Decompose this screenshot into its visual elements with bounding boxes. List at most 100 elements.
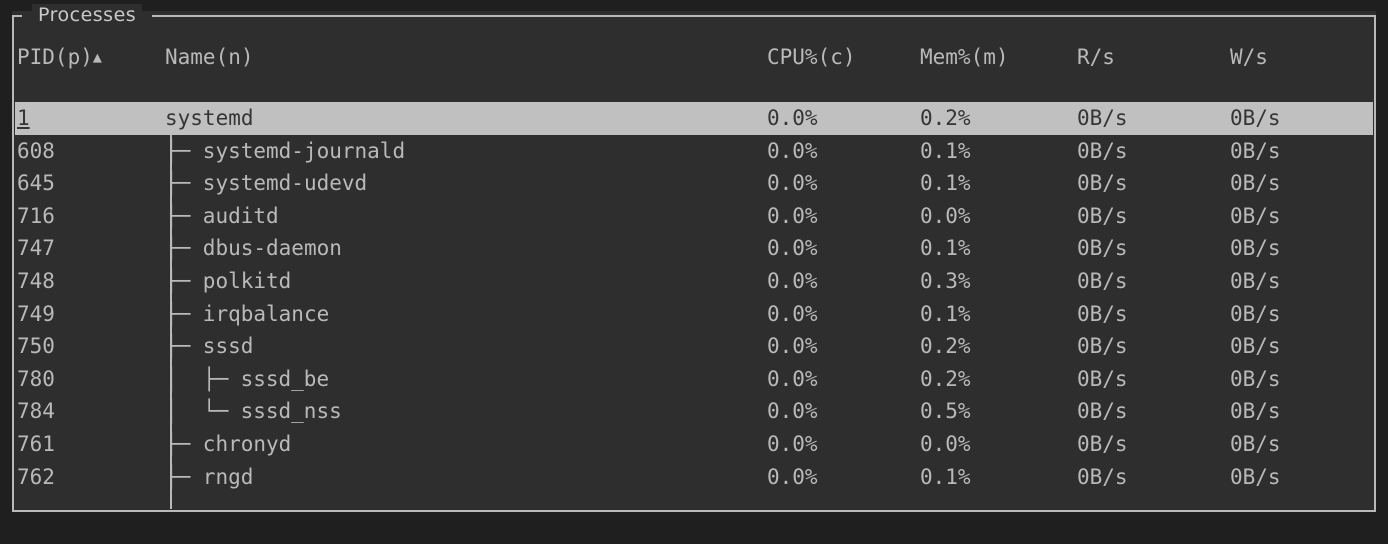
process-mem-percent: 0.2%: [920, 366, 971, 391]
process-mem-percent: 0.1%: [920, 138, 971, 163]
panel-border-right: [1374, 15, 1376, 512]
process-pid: 747: [17, 236, 55, 261]
panel-border-left: [12, 15, 14, 512]
process-mem-percent: 0.1%: [920, 301, 971, 326]
process-cpu-percent: 0.0%: [767, 138, 818, 163]
sort-ascending-icon[interactable]: ▲: [92, 48, 102, 66]
column-header-pid-label: PID(p): [17, 45, 93, 69]
tree-branch-icon: ├─: [165, 268, 203, 293]
process-row[interactable]: 748 ├─ polkitd 0.0% 0.3% 0B/s 0B/s: [15, 265, 1373, 298]
process-pid: 645: [17, 171, 55, 196]
process-name: sssd_nss: [240, 399, 342, 424]
process-write-rate: 0B/s: [1230, 138, 1281, 163]
process-cpu-percent: 0.0%: [767, 301, 818, 326]
process-write-rate: 0B/s: [1230, 268, 1281, 293]
process-row[interactable]: 747 ├─ dbus-daemon 0.0% 0.1% 0B/s 0B/s: [15, 232, 1373, 265]
column-header-pid[interactable]: PID(p)▲: [17, 41, 102, 73]
process-row[interactable]: 784 │ └─ sssd_nss 0.0% 0.5% 0B/s 0B/s: [15, 395, 1373, 428]
column-header-row: PID(p)▲ Name(n) CPU%(c) Mem%(m) R/s W/s: [15, 41, 1373, 73]
process-pid: 748: [17, 268, 55, 293]
process-write-rate: 0B/s: [1230, 431, 1281, 456]
process-name: sssd: [202, 334, 254, 359]
process-mem-percent: 0.2%: [920, 334, 971, 359]
process-read-rate: 0B/s: [1077, 171, 1128, 196]
process-pid: 1: [17, 106, 30, 130]
process-mem-percent: 0.1%: [920, 171, 971, 196]
tree-branch-icon: ├─: [165, 138, 203, 163]
process-row[interactable]: 608 ├─ systemd-journald 0.0% 0.1% 0B/s 0B/s: [15, 135, 1373, 168]
process-write-rate: 0B/s: [1230, 171, 1281, 196]
column-header-name[interactable]: Name(n): [165, 45, 254, 69]
process-pid: 762: [17, 464, 55, 489]
process-write-rate: 0B/s: [1230, 301, 1281, 326]
process-name: systemd-journald: [202, 138, 406, 163]
process-read-rate: 0B/s: [1077, 366, 1128, 391]
tree-branch-icon: ├─: [165, 171, 203, 196]
process-write-rate: 0B/s: [1230, 464, 1281, 489]
process-row[interactable]: 749 ├─ irqbalance 0.0% 0.1% 0B/s 0B/s: [15, 298, 1373, 331]
process-mem-percent: 0.3%: [920, 268, 971, 293]
column-header-write[interactable]: W/s: [1230, 45, 1268, 69]
tree-branch-icon: ├─: [165, 301, 203, 326]
process-row[interactable]: 645 ├─ systemd-udevd 0.0% 0.1% 0B/s 0B/s: [15, 167, 1373, 200]
tree-branch-icon: ├─: [165, 203, 203, 228]
process-read-rate: 0B/s: [1077, 268, 1128, 293]
panel-border-top-left-stub: [12, 15, 22, 17]
process-mem-percent: 0.5%: [920, 399, 971, 424]
process-write-rate: 0B/s: [1230, 334, 1281, 359]
process-write-rate: 0B/s: [1230, 203, 1281, 228]
process-cpu-percent: 0.0%: [767, 334, 818, 359]
process-cpu-percent: 0.0%: [767, 399, 818, 424]
process-mem-percent: 0.1%: [920, 236, 971, 261]
process-mem-percent: 0.0%: [920, 431, 971, 456]
process-read-rate: 0B/s: [1077, 464, 1128, 489]
process-pid: 761: [17, 431, 55, 456]
process-cpu-percent: 0.0%: [767, 464, 818, 489]
process-pid: 780: [17, 366, 55, 391]
tree-branch-icon: ├─: [165, 464, 203, 489]
process-name: irqbalance: [202, 301, 330, 326]
process-read-rate: 0B/s: [1077, 236, 1128, 261]
process-row[interactable]: 716 ├─ auditd 0.0% 0.0% 0B/s 0B/s: [15, 200, 1373, 233]
panel-border-top: [152, 15, 1376, 17]
process-name: systemd: [165, 106, 254, 130]
column-header-cpu[interactable]: CPU%(c): [767, 45, 856, 69]
process-read-rate: 0B/s: [1077, 301, 1128, 326]
process-pid: 716: [17, 203, 55, 228]
process-tree-spine: [170, 105, 172, 509]
process-cpu-percent: 0.0%: [767, 171, 818, 196]
process-row[interactable]: 1 systemd 0.0% 0.2% 0B/s 0B/s: [15, 102, 1373, 135]
process-read-rate: 0B/s: [1077, 138, 1128, 163]
process-row[interactable]: 762 ├─ rngd 0.0% 0.1% 0B/s 0B/s: [15, 461, 1373, 494]
process-list: 1 systemd 0.0% 0.2% 0B/s 0B/s 608 ├─ systemd-jo…: [15, 102, 1373, 493]
process-name: dbus-daemon: [202, 236, 342, 261]
process-row[interactable]: 750 ├─ sssd 0.0% 0.2% 0B/s 0B/s: [15, 330, 1373, 363]
process-read-rate: 0B/s: [1077, 431, 1128, 456]
process-name: rngd: [202, 464, 254, 489]
process-row[interactable]: 761 ├─ chronyd 0.0% 0.0% 0B/s 0B/s: [15, 428, 1373, 461]
process-row[interactable]: 780 │ ├─ sssd_be 0.0% 0.2% 0B/s 0B/s: [15, 363, 1373, 396]
panel-border-bottom: [12, 510, 1376, 512]
process-cpu-percent: 0.0%: [767, 366, 818, 391]
tree-branch-icon: │ └─: [165, 399, 241, 424]
process-read-rate: 0B/s: [1077, 399, 1128, 424]
process-write-rate: 0B/s: [1230, 106, 1281, 130]
process-read-rate: 0B/s: [1077, 334, 1128, 359]
process-mem-percent: 0.2%: [920, 106, 971, 130]
process-cpu-percent: 0.0%: [767, 203, 818, 228]
process-name: polkitd: [202, 268, 292, 293]
process-mem-percent: 0.1%: [920, 464, 971, 489]
processes-panel: Processes PID(p)▲ Name(n) CPU%(c) Mem%(m…: [12, 4, 1376, 512]
process-read-rate: 0B/s: [1077, 203, 1128, 228]
process-mem-percent: 0.0%: [920, 203, 971, 228]
process-cpu-percent: 0.0%: [767, 268, 818, 293]
process-write-rate: 0B/s: [1230, 236, 1281, 261]
process-name: systemd-udevd: [202, 171, 368, 196]
process-name: auditd: [202, 203, 279, 228]
column-header-read[interactable]: R/s: [1077, 45, 1115, 69]
process-cpu-percent: 0.0%: [767, 106, 818, 130]
process-pid: 750: [17, 334, 55, 359]
column-header-mem[interactable]: Mem%(m): [920, 45, 1009, 69]
panel-title: Processes: [32, 4, 143, 26]
process-write-rate: 0B/s: [1230, 399, 1281, 424]
